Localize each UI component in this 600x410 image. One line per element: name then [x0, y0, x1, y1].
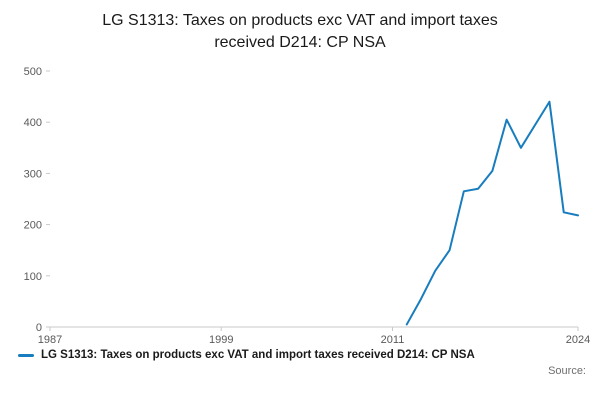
svg-text:2024: 2024 [566, 334, 590, 346]
svg-text:100: 100 [24, 271, 42, 283]
svg-text:200: 200 [24, 220, 42, 232]
svg-text:500: 500 [24, 66, 42, 78]
line-chart: 1987 1999 2011 2024 0 100 200 300 400 500 [24, 66, 591, 346]
legend-line-marker [18, 353, 34, 357]
svg-text:1999: 1999 [209, 334, 233, 346]
chart-title: LG S1313: Taxes on products exc VAT and … [102, 12, 498, 51]
svg-text:400: 400 [24, 117, 42, 129]
svg-text:300: 300 [24, 169, 42, 181]
chart-page: LG S1313: Taxes on products exc VAT and … [0, 10, 600, 377]
svg-text:1987: 1987 [38, 334, 62, 346]
legend: LG S1313: Taxes on products exc VAT and … [0, 349, 600, 361]
svg-text:0: 0 [36, 322, 42, 334]
legend-label: LG S1313: Taxes on products exc VAT and … [41, 349, 475, 362]
svg-text:2011: 2011 [381, 334, 405, 346]
source-text: Source: [548, 365, 586, 378]
